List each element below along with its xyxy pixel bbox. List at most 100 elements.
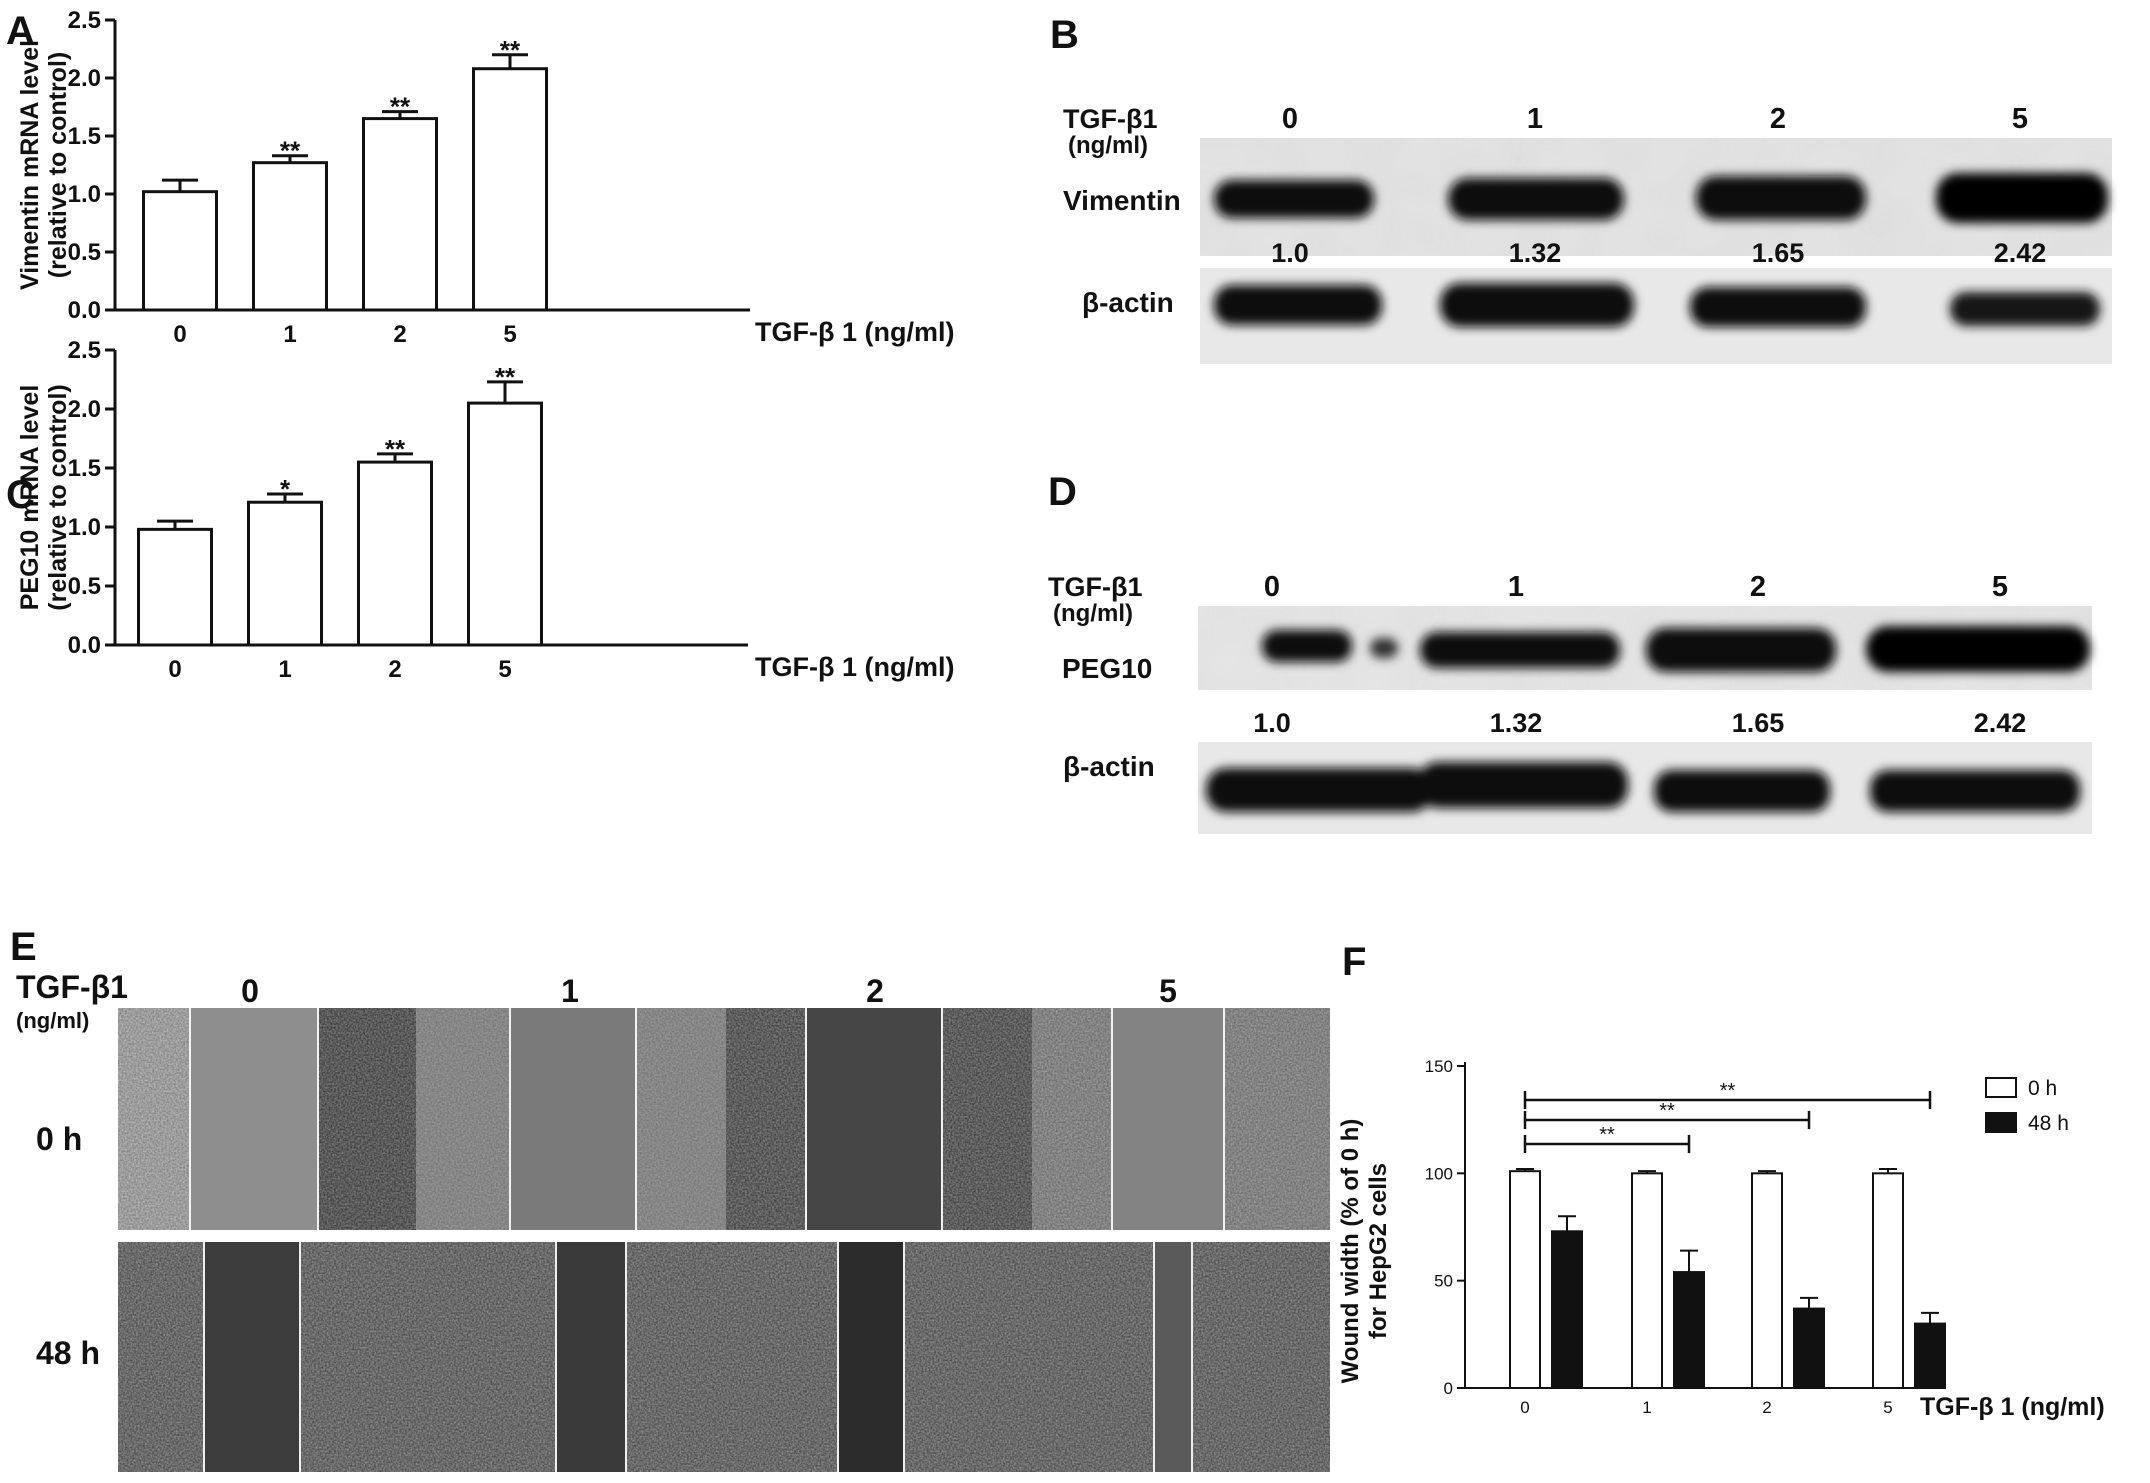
y-axis-label: Vimentin mRNA level: [16, 40, 44, 290]
blot-unit-label: (ng/ml): [1053, 600, 1133, 627]
y-tick-label: 2.0: [68, 65, 101, 92]
y-tick-label: 0.0: [68, 632, 101, 659]
blot-band: [1646, 628, 1836, 672]
bar-0h: [1872, 1172, 1904, 1390]
y-tick-label: 0.0: [68, 297, 101, 324]
significance-marker: **: [385, 434, 406, 464]
panel-letter-e: E: [10, 925, 37, 969]
blot-band-label-actin: β-actin: [1082, 287, 1174, 318]
blot-ratio: 2.42: [1974, 708, 2027, 738]
x-tick-label: 5: [503, 321, 516, 348]
micrograph-column-label: 5: [1159, 973, 1177, 1009]
blot-band: [1370, 638, 1398, 658]
blot-band: [1206, 768, 1432, 812]
y-tick-label: 2.5: [68, 337, 101, 364]
blot-lane-label: 1: [1508, 571, 1524, 603]
blot-band-label-peg10: PEG10: [1062, 653, 1152, 684]
x-tick-label: 1: [1642, 1398, 1651, 1417]
micrograph-column-label: 2: [866, 973, 884, 1009]
y-axis-label: PEG10 mRNA level: [16, 385, 44, 611]
bar: [247, 500, 323, 647]
blot-band: [1440, 283, 1634, 327]
x-tick-label: 2: [388, 656, 401, 683]
x-tick-label: 5: [498, 656, 511, 683]
x-tick-label: 1: [278, 656, 291, 683]
bar-0h: [1509, 1170, 1541, 1389]
significance-marker: **: [390, 92, 411, 122]
bar: [357, 460, 433, 647]
significance-marker: **: [1659, 1100, 1675, 1122]
blot-band: [1262, 630, 1352, 662]
blot-band: [1866, 626, 2090, 672]
y-tick-label: 0: [1444, 1379, 1453, 1398]
blot-band: [1950, 292, 2100, 326]
blot-lane-label: 1: [1527, 103, 1543, 135]
wound-healing-micrographs: TGF-β1 (ng/ml) 0 1 2 5 0 h 48 h: [16, 969, 1330, 1472]
peg10-bands: [1262, 626, 2090, 672]
bar-0h: [1631, 1172, 1663, 1390]
blot-ratio: 1.32: [1490, 708, 1543, 738]
micrograph-row-0h: [118, 1008, 1330, 1230]
vimentin-bands: [1214, 173, 2108, 223]
x-axis-label: TGF-β 1 (ng/ml): [755, 652, 954, 682]
y-axis-label: Wound width (% of 0 h): [1337, 1119, 1364, 1384]
blot-lane-label: 5: [1992, 571, 2008, 603]
western-blot-vimentin: TGF-β1 (ng/ml) 0 1 2 5 Vimentin 1.0 1.32…: [1063, 103, 2112, 364]
panel-letter-f: F: [1342, 940, 1366, 984]
blot-band: [1696, 176, 1866, 220]
micrograph-row-label: 48 h: [36, 1335, 100, 1371]
x-tick-label: 2: [393, 321, 406, 348]
western-blot-peg10: TGF-β1 (ng/ml) 0 1 2 5 PEG10 1.0 1.32 1.…: [1048, 571, 2092, 834]
y-tick-label: 2.5: [68, 7, 101, 34]
blot-treatment-label: TGF-β1: [1048, 572, 1142, 602]
x-tick-label: 0: [1520, 1398, 1529, 1417]
blot-band: [1448, 178, 1624, 220]
bar-48h: [1793, 1307, 1825, 1390]
blot-unit-label: (ng/ml): [1068, 132, 1148, 159]
panel-letter-c: C: [6, 473, 35, 517]
bar: [467, 401, 543, 647]
blot-band-label-actin: β-actin: [1063, 751, 1155, 782]
significance-marker: **: [495, 362, 516, 392]
blot-ratio: 1.0: [1271, 238, 1309, 268]
y-axis-label-2: (relative to control): [44, 52, 72, 278]
bar-48h: [1914, 1322, 1946, 1389]
blot-lane-label: 2: [1750, 571, 1766, 603]
micrograph-row-48h: [118, 1242, 1330, 1472]
x-tick-label: 5: [1883, 1398, 1892, 1417]
y-tick-label: 0.5: [68, 573, 101, 600]
bar: [472, 67, 548, 312]
chart-vimentin-mrna: 0.0 0.5 1.0 1.5 2.0 2.5 0 ** 1 ** 2 ** 5 TGF-β 1 (ng/…: [16, 7, 954, 348]
blot-ratio: 1.0: [1253, 708, 1291, 738]
actin-bands: [1206, 762, 2080, 812]
chart-wound-width: 0 50 100 150 0 1 2 5 ** ** ** 0 h 48 h TGF-β 1 (ng/ml…: [1337, 1057, 2105, 1421]
blot-ratio: 1.65: [1732, 708, 1785, 738]
blot-ratio: 1.65: [1752, 238, 1805, 268]
blot-band: [1690, 287, 1866, 327]
wound-edge-lines: [189, 1008, 1225, 1230]
blot-band: [1936, 173, 2108, 223]
y-axis-label-2: for HepG2 cells: [1365, 1163, 1392, 1339]
x-tick-label: 0: [173, 321, 186, 348]
y-tick-label: 150: [1425, 1057, 1453, 1076]
blot-band: [1214, 285, 1382, 325]
blot-treatment-label: TGF-β1: [1063, 104, 1157, 134]
blot-lane-label: 5: [2012, 103, 2028, 135]
y-tick-label: 50: [1434, 1272, 1453, 1291]
bar: [252, 161, 328, 312]
micrograph-row-label: 0 h: [36, 1121, 82, 1157]
x-tick-label: 1: [283, 321, 296, 348]
bar: [137, 527, 213, 647]
blot-band-label-vimentin: Vimentin: [1063, 185, 1181, 216]
panel-letter-a: A: [6, 9, 35, 53]
micrograph-unit-label: (ng/ml): [16, 1008, 89, 1033]
x-axis-label: TGF-β 1 (ng/ml): [1920, 1393, 2105, 1421]
bar: [142, 190, 218, 312]
legend-swatch: [1985, 1077, 2017, 1098]
legend-label: 0 h: [2028, 1077, 2057, 1100]
wound-edge-lines: [203, 1242, 1193, 1472]
y-axis-label-2: (relative to control): [44, 384, 72, 610]
y-tick-label: 100: [1425, 1164, 1453, 1183]
blot-ratio: 2.42: [1994, 238, 2047, 268]
